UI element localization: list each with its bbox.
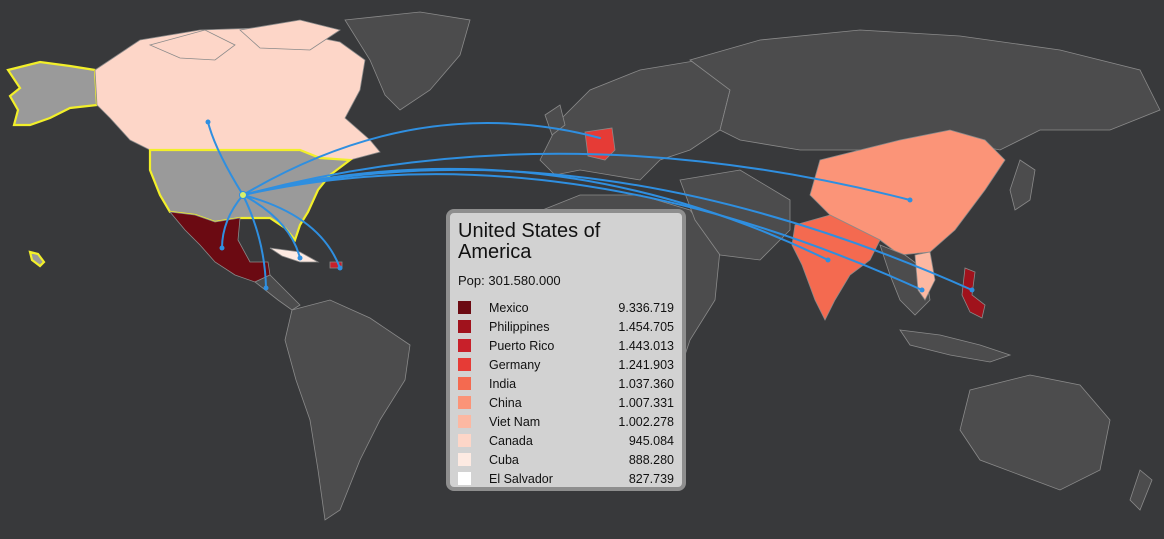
legend-country-name: Philippines: [489, 319, 550, 334]
legend-row: Canada 945.084: [458, 431, 676, 450]
legend-row: Philippines 1.454.705: [458, 317, 676, 336]
flow-to-mexico: [221, 194, 244, 249]
legend-swatch: [458, 320, 471, 333]
legend: Mexico 9.336.719 Philippines 1.454.705 Puert…: [458, 298, 676, 488]
legend-country-value: 1.002.278: [618, 414, 674, 429]
flow-end-canada: [205, 119, 211, 125]
country-new-zealand[interactable]: [1129, 469, 1153, 511]
legend-swatch: [458, 472, 471, 485]
flow-to-viet-nam: [242, 173, 923, 291]
legend-row: Puerto Rico 1.443.013: [458, 336, 676, 355]
country-japan[interactable]: [1009, 159, 1036, 211]
legend-country-name: China: [489, 395, 522, 410]
legend-country-value: 1.037.360: [618, 376, 674, 391]
legend-country-name: Canada: [489, 433, 533, 448]
legend-row: Cuba 888.280: [458, 450, 676, 469]
flow-end-india: [825, 257, 831, 263]
legend-country-name: India: [489, 376, 517, 391]
flow-end-viet-nam: [919, 287, 925, 293]
flow-end-el-salvador: [263, 285, 269, 291]
country-united-states[interactable]: [148, 148, 354, 243]
legend-country-value: 827.739: [628, 471, 674, 486]
flow-to-germany: [242, 121, 601, 196]
legend-country-value: 945.084: [628, 433, 674, 448]
flow-to-philippines: [242, 168, 973, 291]
legend-swatch: [458, 415, 471, 428]
region-southeast-asia[interactable]: [879, 244, 931, 316]
legend-country-value: 888.280: [628, 452, 674, 467]
legend-country-name: Cuba: [489, 452, 519, 467]
region-middle-east[interactable]: [679, 169, 791, 261]
legend-swatch: [458, 339, 471, 352]
flow-end-philippines: [969, 287, 975, 293]
legend-country-name: Puerto Rico: [489, 338, 555, 353]
country-central-america[interactable]: [254, 274, 301, 311]
flow-to-cuba: [242, 194, 301, 259]
flow-to-puerto-rico: [242, 194, 341, 269]
flow-end-puerto-rico: [337, 265, 343, 271]
legend-row: El Salvador 827.739: [458, 469, 676, 488]
legend-row: Viet Nam 1.002.278: [458, 412, 676, 431]
country-info-panel: United States of America Pop: 301.580.00…: [446, 209, 686, 491]
legend-row: Germany 1.241.903: [458, 355, 676, 374]
flow-end-mexico: [219, 245, 225, 251]
country-alaska[interactable]: [6, 60, 99, 127]
country-russia[interactable]: [689, 29, 1161, 151]
legend-country-value: 1.454.705: [618, 319, 674, 334]
legend-country-value: 9.336.719: [618, 300, 674, 315]
country-australia[interactable]: [959, 374, 1111, 491]
country-india[interactable]: [791, 214, 881, 321]
legend-country-name: Germany: [489, 357, 541, 372]
country-philippines[interactable]: [961, 267, 986, 319]
legend-country-name: El Salvador: [489, 471, 553, 486]
legend-swatch: [458, 453, 471, 466]
legend-row: China 1.007.331: [458, 393, 676, 412]
flow-to-el-salvador: [242, 194, 267, 289]
country-indonesia[interactable]: [899, 329, 1012, 363]
legend-swatch: [458, 434, 471, 447]
continent-south-america[interactable]: [284, 299, 411, 521]
flow-to-canada: [207, 121, 244, 196]
legend-country-name: Mexico: [489, 300, 529, 315]
country-canada[interactable]: [94, 27, 381, 161]
flow-to-china: [242, 152, 911, 201]
legend-swatch: [458, 377, 471, 390]
panel-title: United States of America: [458, 220, 601, 263]
legend-country-value: 1.007.331: [618, 395, 674, 410]
legend-swatch: [458, 396, 471, 409]
country-greenland[interactable]: [344, 11, 471, 111]
legend-country-value: 1.241.903: [618, 357, 674, 372]
origin-dot-united-states: [239, 191, 247, 199]
flow-end-china: [907, 197, 913, 203]
legend-swatch: [458, 358, 471, 371]
legend-row: Mexico 9.336.719: [458, 298, 676, 317]
country-cuba[interactable]: [269, 247, 320, 263]
country-hawaii[interactable]: [28, 250, 46, 268]
migration-flows: [205, 119, 975, 293]
legend-swatch: [458, 301, 471, 314]
legend-row: India 1.037.360: [458, 374, 676, 393]
population-label: Pop: 301.580.000: [458, 273, 561, 288]
legend-country-value: 1.443.013: [618, 338, 674, 353]
country-canada-islands[interactable]: [148, 19, 341, 61]
flow-end-cuba: [297, 255, 303, 261]
legend-country-name: Viet Nam: [489, 414, 541, 429]
